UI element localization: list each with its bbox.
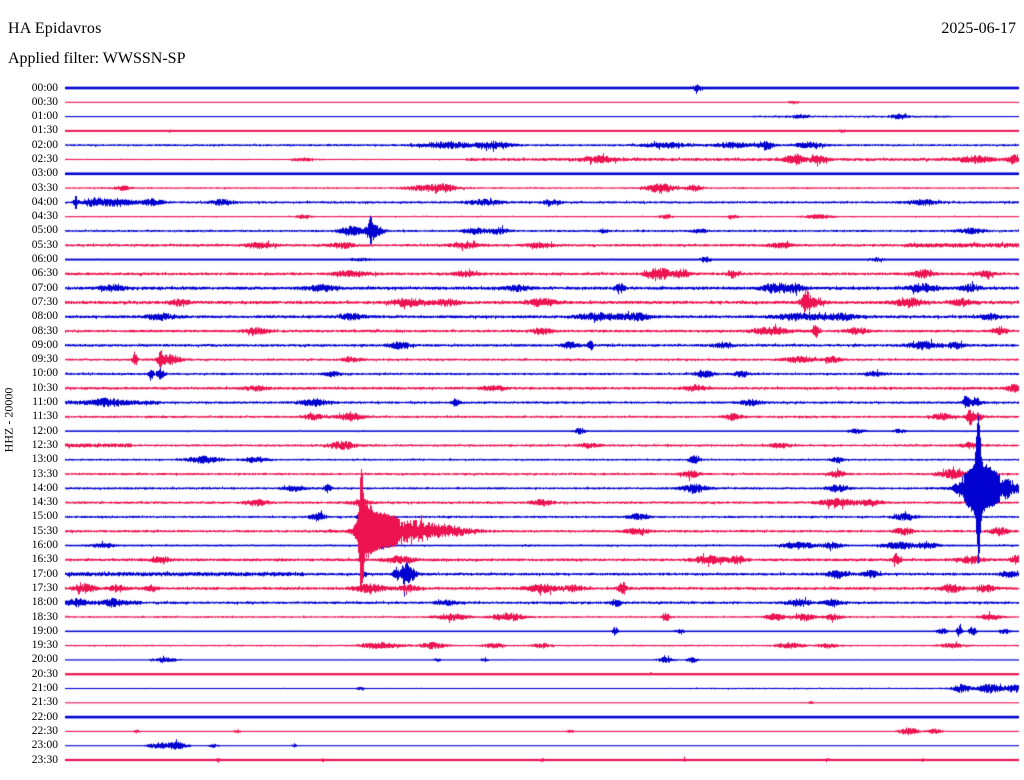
row-time-label: 07:00 [31, 281, 58, 294]
row-time-label: 19:00 [31, 624, 58, 637]
row-time-label: 22:30 [31, 724, 58, 737]
row-time-label: 19:30 [31, 639, 58, 652]
row-time-label: 04:00 [31, 195, 58, 208]
row-time-label: 03:30 [31, 181, 58, 194]
row-time-label: 10:00 [31, 367, 58, 380]
row-time-label: 04:30 [31, 210, 58, 223]
row-time-label: 20:00 [31, 653, 58, 666]
row-time-label: 01:30 [31, 124, 58, 137]
applied-filter-label: Applied filter: WWSSN-SP [8, 50, 186, 67]
row-time-label: 00:00 [31, 81, 58, 94]
row-time-label: 06:00 [31, 253, 58, 266]
row-time-label: 15:00 [31, 510, 58, 523]
row-time-label: 02:00 [31, 138, 58, 151]
row-time-label: 14:00 [31, 481, 58, 494]
row-time-label: 23:00 [31, 739, 58, 752]
row-time-label: 11:00 [32, 396, 58, 409]
row-time-label: 09:30 [31, 353, 58, 366]
row-time-label: 09:00 [31, 338, 58, 351]
row-time-label: 17:30 [31, 581, 58, 594]
row-time-label: 08:00 [31, 310, 58, 323]
row-time-label: 16:30 [31, 553, 58, 566]
row-time-label: 02:30 [31, 152, 58, 165]
row-time-label: 15:30 [31, 524, 58, 537]
station-title: HA Epidavros [8, 20, 102, 37]
row-time-label: 05:00 [31, 224, 58, 237]
row-time-label: 21:00 [31, 682, 58, 694]
row-time-label: 07:30 [31, 295, 58, 308]
row-time-label: 05:30 [31, 238, 58, 251]
row-time-label: 12:30 [31, 438, 58, 451]
row-time-label: 10:30 [31, 381, 58, 394]
row-time-label: 16:00 [31, 539, 58, 552]
row-time-label: 18:00 [31, 596, 58, 609]
row-time-label: 08:30 [31, 324, 58, 337]
row-time-label: 22:00 [31, 710, 58, 723]
row-time-label: 14:30 [31, 496, 58, 509]
row-time-label: 11:30 [32, 410, 58, 423]
row-time-label: 03:00 [31, 167, 58, 180]
row-time-label: 21:30 [31, 696, 58, 709]
row-time-label: 18:30 [31, 610, 58, 623]
row-time-label: 13:30 [31, 467, 58, 480]
row-time-label: 13:00 [31, 453, 58, 466]
row-time-label: 20:30 [31, 667, 58, 680]
row-time-label: 00:30 [31, 95, 58, 108]
row-time-label: 12:00 [31, 424, 58, 437]
row-time-label: 17:00 [31, 567, 58, 580]
row-time-label: 23:30 [31, 753, 58, 766]
plot-date: 2025-06-17 [941, 20, 1016, 37]
row-time-label: 06:30 [31, 267, 58, 280]
row-time-label: 01:00 [31, 110, 58, 123]
